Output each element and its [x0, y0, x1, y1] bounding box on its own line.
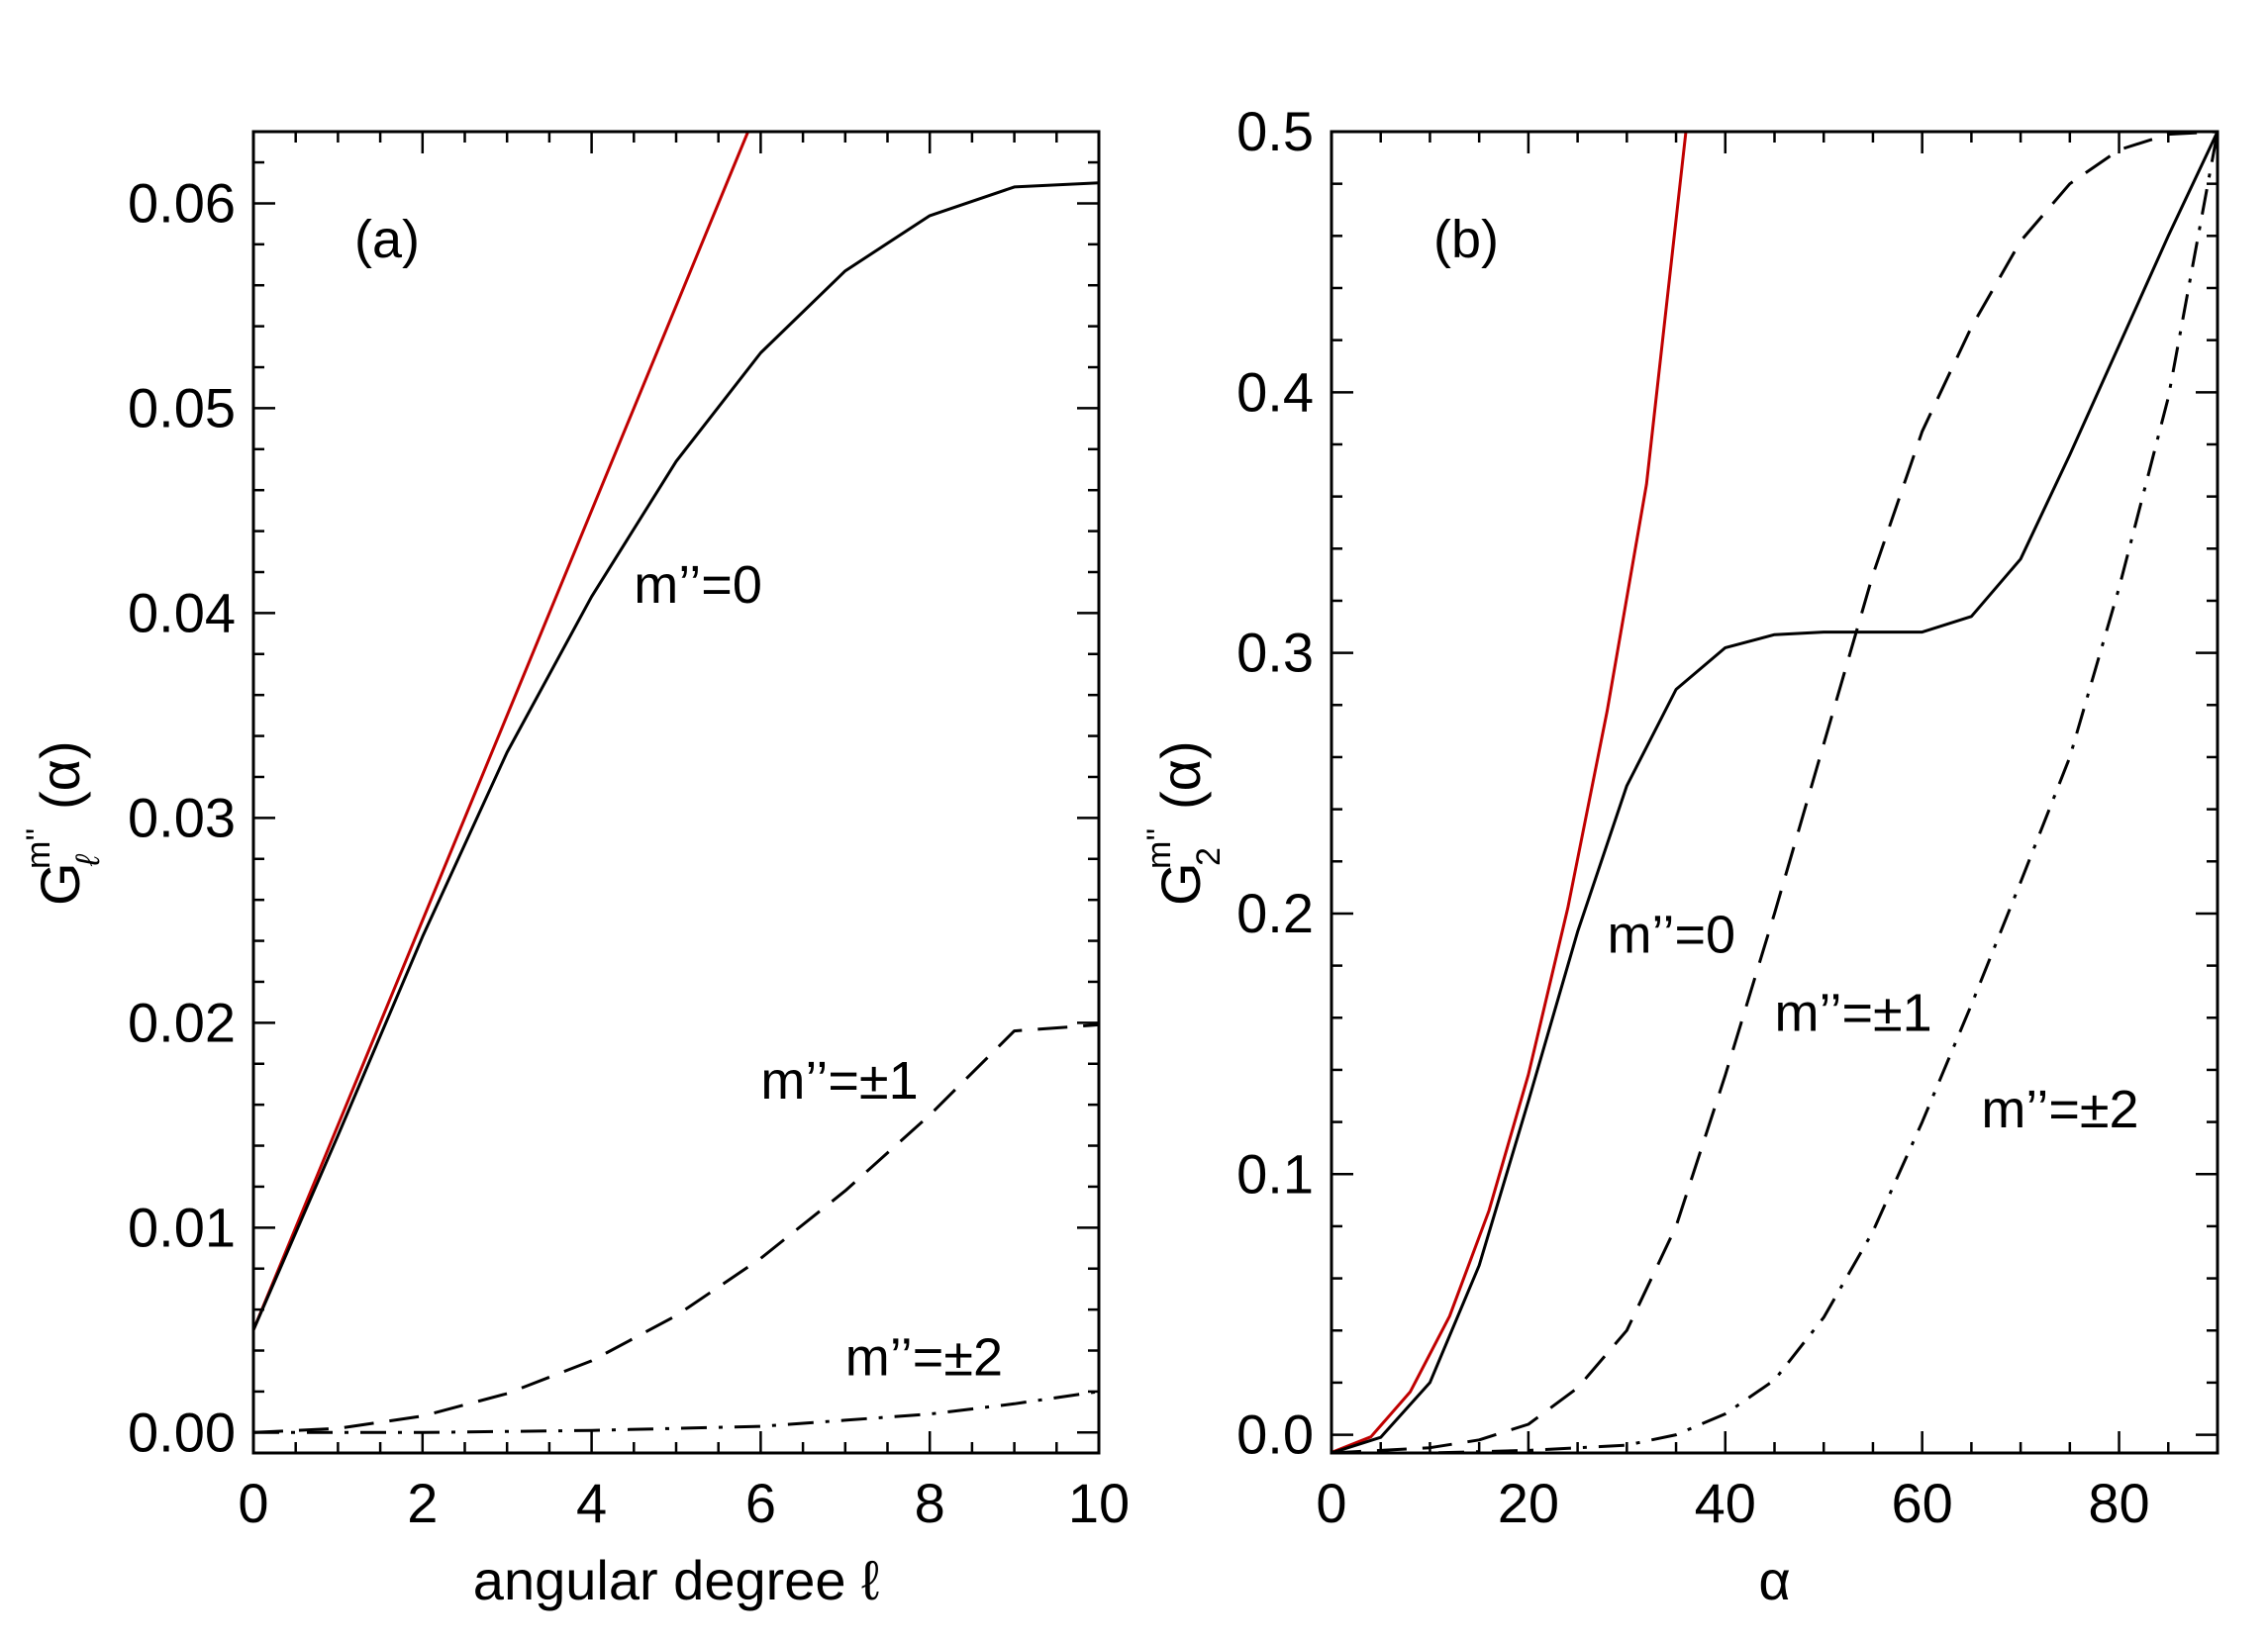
y-tick-label: 0.03: [128, 786, 236, 848]
panel-a-y-axis-label: G ℓ m'' (α): [20, 740, 107, 906]
panel-b-lines: [1331, 132, 2218, 1453]
x-tick-label: 20: [1498, 1472, 1559, 1534]
series-annotation: m’’=±1: [760, 1051, 918, 1111]
panel-a-tick-labels: 0 2 4 6 8 10 0.00 0.01 0.02 0.03 0.04 0.05 0.06: [128, 171, 1130, 1534]
x-tick-label: 60: [1892, 1472, 1953, 1534]
panel-a: 0 2 4 6 8 100.000.010.020.030.040.050.06 (a) …: [20, 130, 1130, 1611]
y-label-superscript: m'': [20, 828, 57, 869]
series-annotation: m’’=±2: [845, 1327, 1003, 1387]
x-tick-label: 0: [1316, 1472, 1346, 1534]
y-tick-label: 0.1: [1236, 1142, 1314, 1205]
series-line-2: [1331, 132, 2218, 1453]
series-annotation: m’’=±1: [1775, 983, 1932, 1042]
y-tick-label: 0.01: [128, 1196, 236, 1258]
y-label-argument: (α): [29, 740, 91, 810]
y-label-base: G: [1149, 862, 1212, 906]
panel-b-x-axis-label: α: [1758, 1549, 1790, 1611]
panel-b-y-axis-label: G 2 m'' (α): [1140, 740, 1228, 906]
x-tick-label: 40: [1695, 1472, 1756, 1534]
y-tick-label: 0.3: [1236, 622, 1314, 684]
panel-b-tick-labels: 0 20 40 60 80 0.0 0.1 0.2 0.3 0.4 0.5: [1236, 100, 2150, 1534]
x-tick-label: 8: [915, 1472, 945, 1534]
y-tick-label: 0.04: [128, 581, 236, 643]
x-tick-label: 10: [1068, 1472, 1130, 1534]
y-tick-label: 0.4: [1236, 360, 1314, 423]
panel-b-ticks: [1330, 130, 2219, 1453]
series-line-0: [1331, 132, 1688, 1453]
x-tick-label: 80: [2088, 1472, 2149, 1534]
series-line-1: [253, 181, 1099, 1331]
x-tick-label: 0: [238, 1472, 268, 1534]
y-label-subscript: ℓ: [69, 853, 107, 867]
y-label-argument: (α): [1149, 740, 1212, 810]
panel-a-label: (a): [354, 210, 420, 269]
panel-a-x-axis-label: angular degree ℓ: [473, 1549, 879, 1611]
y-label-subscript: 2: [1190, 847, 1228, 866]
y-tick-label: 0.06: [128, 171, 236, 234]
y-tick-label: 0.05: [128, 376, 236, 438]
panel-b-label: (b): [1433, 210, 1499, 269]
series-line-1: [1331, 132, 2218, 1453]
panel-b-annotations: m’’=0 m’’=±1 m’’=±2: [1607, 905, 2138, 1138]
series-annotation: m’’=0: [634, 555, 762, 615]
y-tick-label: 0.0: [1236, 1403, 1314, 1466]
x-tick-label: 4: [576, 1472, 607, 1534]
y-tick-label: 0.00: [128, 1401, 236, 1463]
y-tick-label: 0.2: [1236, 882, 1314, 944]
panel-a-annotations: m’’=0 m’’=±1 m’’=±2: [634, 555, 1003, 1387]
panel-a-ticks: [251, 132, 1101, 1453]
series-line-3: [1331, 132, 2218, 1453]
y-tick-label: 0.02: [128, 991, 236, 1053]
y-label-base: G: [29, 862, 91, 906]
y-tick-label: 0.5: [1236, 100, 1314, 162]
series-line-0: [253, 132, 749, 1331]
y-label-superscript: m'': [1140, 828, 1178, 869]
x-tick-label: 6: [745, 1472, 776, 1534]
series-line-2: [253, 1022, 1099, 1434]
panel-a-lines: [253, 132, 1099, 1434]
series-line-3: [253, 1390, 1099, 1434]
series-annotation: m’’=0: [1607, 905, 1735, 964]
series-annotation: m’’=±2: [1981, 1080, 2138, 1139]
x-tick-label: 2: [407, 1472, 438, 1534]
panel-b: 0 20 40 60 800.00.10.20.30.40.5 (b) m’’=0m’’…: [1140, 100, 2219, 1611]
